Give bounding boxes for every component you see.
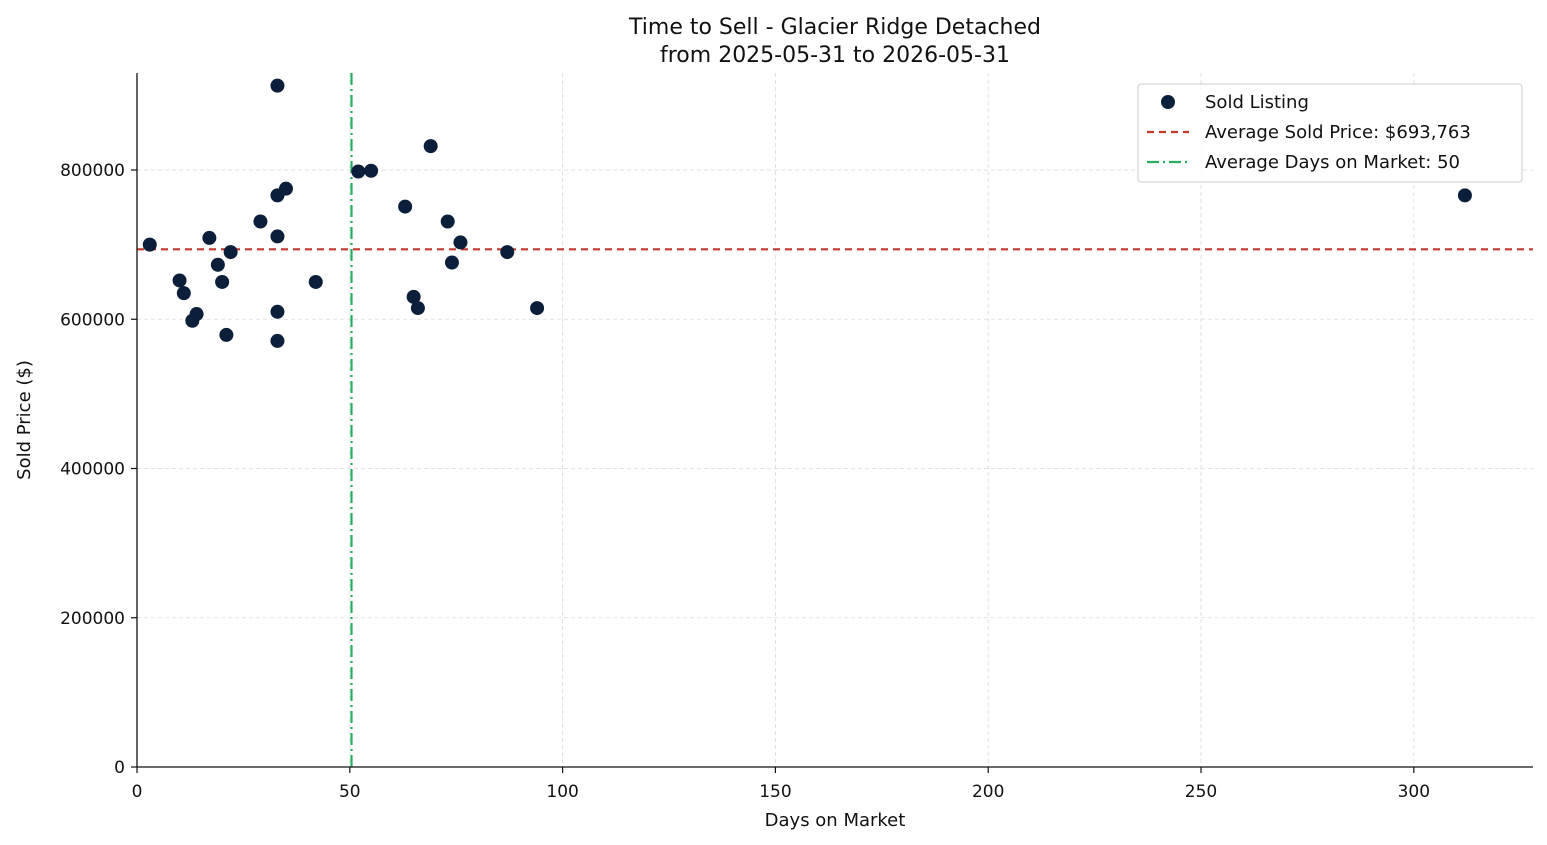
scatter-point <box>270 304 285 319</box>
y-tick-label: 800000 <box>60 161 125 181</box>
x-tick-label: 200 <box>972 782 1004 802</box>
x-axis-ticks: 0 50 100 150 200 250 300 <box>132 767 1430 802</box>
scatter-point <box>219 327 234 342</box>
reference-lines <box>137 73 1533 767</box>
x-axis-label: Days on Market <box>765 810 906 831</box>
scatter-point <box>172 273 187 288</box>
scatter-point <box>406 289 421 304</box>
x-tick-label: 300 <box>1398 782 1430 802</box>
scatter-point <box>270 333 285 348</box>
scatter-point <box>444 255 459 270</box>
scatter-point <box>223 245 238 260</box>
y-tick-label: 0 <box>114 758 125 778</box>
scatter-point <box>189 307 204 322</box>
scatter-point <box>308 274 323 289</box>
scatter-point <box>440 214 455 229</box>
chart-subtitle: from 2025-05-31 to 2026-05-31 <box>660 43 1010 68</box>
scatter-point <box>1457 188 1472 203</box>
scatter-point <box>176 286 191 301</box>
y-tick-label: 400000 <box>60 460 125 480</box>
scatter-point <box>142 237 157 252</box>
scatter-point <box>410 301 425 316</box>
scatter-point <box>423 139 438 154</box>
scatter-point <box>270 229 285 244</box>
scatter-point <box>253 214 268 229</box>
legend-box <box>1137 83 1523 183</box>
y-tick-label: 200000 <box>60 609 125 629</box>
scatter-point <box>202 230 217 245</box>
y-axis-label: Sold Price ($) <box>14 360 35 480</box>
legend-label-avg-days: Average Days on Market: 50 <box>1205 152 1460 173</box>
y-tick-label: 600000 <box>60 310 125 330</box>
scatter-point <box>278 181 293 196</box>
x-tick-label: 150 <box>759 782 791 802</box>
scatter-point <box>500 245 515 260</box>
x-tick-label: 100 <box>546 782 578 802</box>
scatter-point <box>398 199 413 214</box>
legend: Sold Listing Average Sold Price: $693,76… <box>1137 83 1523 183</box>
scatter-point <box>453 235 468 250</box>
legend-marker-sold-listing <box>1161 95 1175 109</box>
y-axis-ticks: 0 200000 400000 600000 800000 <box>60 161 137 778</box>
scatter-point <box>364 163 379 178</box>
scatter-point <box>351 164 366 179</box>
legend-label-avg-price: Average Sold Price: $693,763 <box>1205 122 1471 143</box>
scatter-point <box>530 301 545 316</box>
scatter-point <box>215 274 230 289</box>
scatter-point <box>210 257 225 272</box>
x-tick-label: 50 <box>339 782 361 802</box>
legend-label-sold-listing: Sold Listing <box>1205 92 1309 113</box>
scatter-point <box>270 78 285 93</box>
x-tick-label: 250 <box>1185 782 1217 802</box>
x-tick-label: 0 <box>132 782 143 802</box>
data-points <box>142 78 1472 348</box>
chart-title: Time to Sell - Glacier Ridge Detached <box>628 15 1041 40</box>
